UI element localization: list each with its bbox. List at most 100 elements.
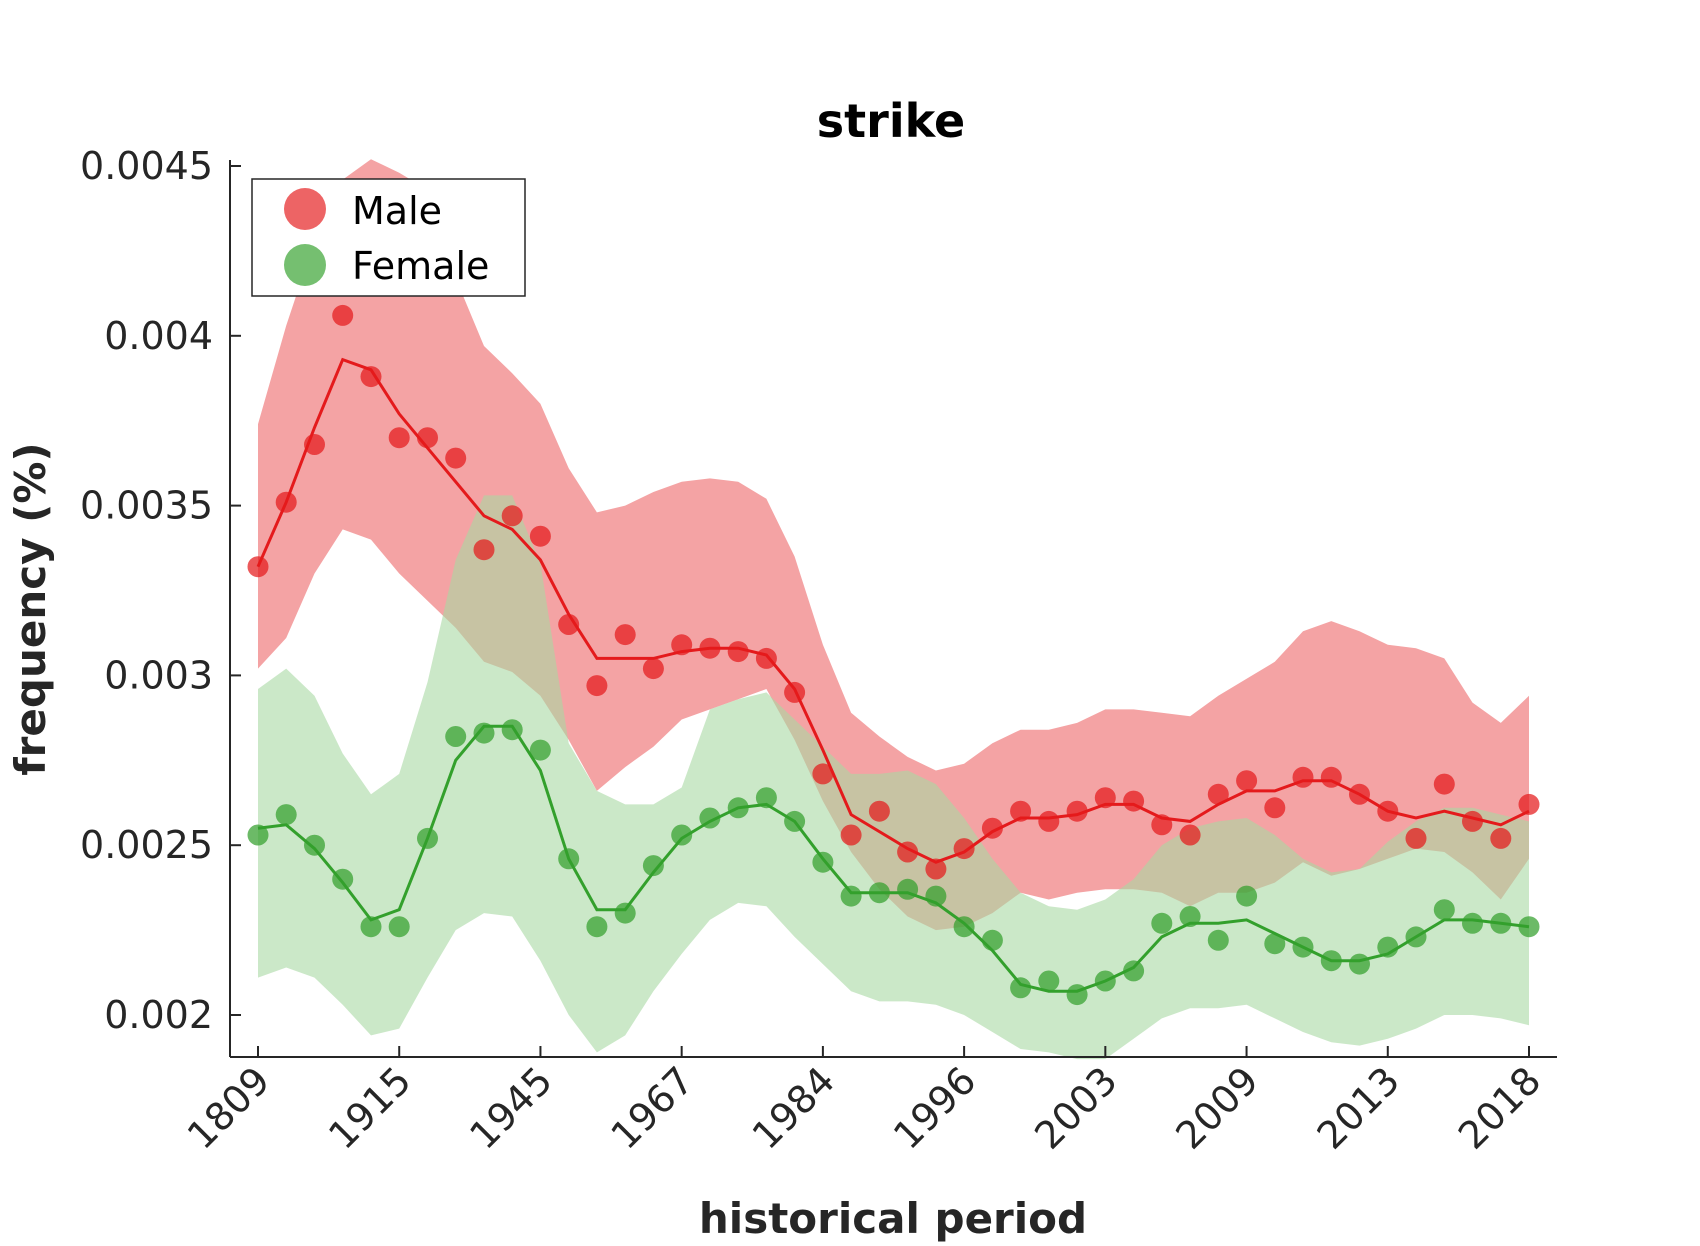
point-male (332, 304, 354, 326)
point-male (925, 858, 947, 880)
y-ticks: 0.002 0.0025 0.003 0.0035 0.004 0.0045 (80, 144, 241, 1037)
point-female (1094, 970, 1116, 992)
legend-label-female: Female (352, 244, 489, 288)
point-female (1405, 926, 1427, 948)
point-male (840, 824, 862, 846)
point-male (1236, 770, 1258, 792)
x-tick-label: 2018 (1450, 1058, 1550, 1158)
point-female (247, 824, 269, 846)
point-male (897, 841, 919, 863)
data-points (247, 304, 1540, 1006)
plot-area (247, 159, 1540, 1060)
point-female (1292, 936, 1314, 958)
point-male (558, 614, 580, 635)
y-tick-label: 0.004 (104, 314, 213, 358)
point-male (1151, 814, 1173, 836)
x-tick-label: 1967 (603, 1058, 703, 1158)
point-female (1264, 933, 1286, 955)
point-male (275, 491, 297, 513)
point-male (953, 838, 975, 860)
point-female (840, 885, 862, 907)
point-female (671, 824, 693, 846)
point-female (1207, 929, 1229, 951)
point-male (388, 427, 410, 449)
point-male (304, 434, 325, 455)
legend: Male Female (251, 178, 526, 297)
y-tick-label: 0.0025 (80, 823, 213, 867)
point-female (445, 726, 467, 747)
point-female (1349, 953, 1370, 975)
y-tick-label: 0.002 (104, 993, 213, 1037)
point-female (1433, 899, 1455, 921)
x-ticks: 1809 1915 1945 1967 1984 1996 2003 2009 2013 2018 (179, 1046, 1550, 1158)
point-male (1349, 783, 1370, 805)
point-male (671, 634, 693, 656)
point-female (1320, 950, 1342, 972)
point-female (1151, 912, 1173, 934)
point-male (1490, 827, 1512, 849)
legend-marker-male (284, 188, 326, 230)
line-male (256, 357, 1530, 864)
x-tick-label: 2003 (1026, 1058, 1126, 1158)
x-tick-label: 1945 (461, 1058, 561, 1158)
point-male (501, 505, 523, 527)
trend-lines (256, 357, 1530, 993)
point-male (614, 624, 636, 646)
point-female (727, 797, 749, 819)
point-female (981, 929, 1003, 951)
point-female (925, 885, 947, 907)
point-male (1179, 824, 1201, 846)
point-male (981, 817, 1003, 839)
point-male (755, 647, 777, 669)
point-female (1377, 936, 1399, 958)
point-female (1038, 970, 1060, 992)
point-male (1433, 773, 1455, 795)
point-male (586, 675, 608, 697)
x-axis-label: historical period (699, 1194, 1087, 1243)
point-male (1066, 800, 1088, 822)
point-female (1010, 977, 1032, 999)
point-male (1010, 800, 1032, 822)
point-female (332, 868, 354, 890)
point-male (784, 681, 806, 703)
point-female (812, 851, 834, 873)
point-female (642, 855, 664, 877)
point-male (445, 447, 467, 469)
legend-marker-female (284, 244, 326, 286)
point-male (812, 763, 834, 785)
point-female (868, 882, 890, 904)
point-female (529, 739, 551, 761)
point-female (1236, 885, 1258, 907)
point-female (1462, 912, 1483, 934)
point-male (360, 366, 382, 388)
point-female (388, 916, 410, 938)
point-male (1094, 787, 1116, 809)
band-male (258, 159, 1529, 931)
point-female (897, 878, 919, 900)
x-tick-label: 1984 (744, 1058, 844, 1158)
point-male (1207, 783, 1229, 805)
band-female (258, 495, 1529, 1060)
point-male (1292, 766, 1314, 788)
point-male (1462, 810, 1483, 832)
y-tick-label: 0.003 (104, 653, 213, 697)
point-male (1038, 810, 1060, 832)
x-tick-label: 1996 (885, 1058, 985, 1158)
x-tick-label: 2013 (1309, 1058, 1409, 1158)
point-male (1320, 766, 1342, 788)
chart-title: strike (817, 94, 965, 148)
point-male (473, 539, 495, 561)
point-female (275, 804, 297, 826)
x-tick-label: 2009 (1167, 1058, 1267, 1158)
point-male (417, 427, 438, 449)
point-female (784, 810, 806, 832)
point-female (953, 916, 975, 938)
line-female (257, 724, 1530, 993)
point-female (1066, 984, 1088, 1006)
point-male (642, 658, 664, 680)
y-axis-label: frequency (%) (6, 442, 55, 775)
point-male (1377, 800, 1399, 822)
point-female (755, 787, 777, 809)
point-male (247, 556, 269, 578)
point-female (360, 916, 382, 938)
